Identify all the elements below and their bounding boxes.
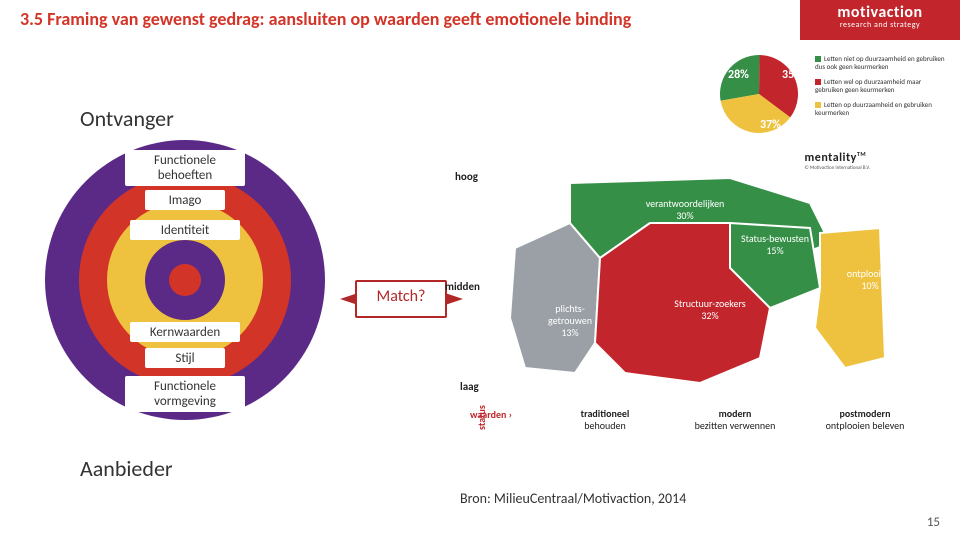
mentality-segment-label: verantwoordelijken30% <box>640 198 730 222</box>
svg-text:Kernwaarden: Kernwaarden <box>150 325 221 340</box>
brand-block: motivaction research and strategy <box>800 0 960 40</box>
y-high: hoog <box>455 170 478 183</box>
svg-text:behoeften: behoeften <box>158 168 213 183</box>
pie-slice-label: 37% <box>760 118 781 132</box>
page-number: 15 <box>927 515 940 530</box>
pie-legend-row: Letten wel op duurzaamheid maar gebruike… <box>815 78 950 94</box>
svg-text:Functionele: Functionele <box>154 153 216 168</box>
mentality-segment-label: Structuur-zoekers32% <box>665 298 755 322</box>
svg-text:Stijl: Stijl <box>175 351 194 366</box>
pie-slice-label: 28% <box>728 68 749 82</box>
svg-text:Imago: Imago <box>169 193 202 208</box>
pie-legend-row: Letten niet op duurzaamheid en gebruiken… <box>815 55 950 71</box>
pie-chart <box>720 55 798 133</box>
brand-tagline: research and strategy <box>800 20 960 30</box>
title-bar: 3.5 Framing van gewenst gedrag: aansluit… <box>0 0 960 40</box>
brand-name: motivaction <box>800 0 960 22</box>
match-box: Match? <box>355 280 447 318</box>
y-low: laag <box>460 380 479 393</box>
y-mid: midden <box>445 280 480 293</box>
svg-text:vormgeving: vormgeving <box>154 394 216 409</box>
concentric-rings: FunctionelebehoeftenFunctionelevormgevin… <box>45 140 325 420</box>
pie-slice-label: 35% <box>782 68 803 82</box>
x-axis-stop: modernbezitten verwennen <box>675 408 795 432</box>
mentality-segment-label: plichts-getrouwen13% <box>525 303 615 339</box>
x-title: waarden › <box>470 408 512 421</box>
mentality-segment-label: Status-bewusten15% <box>730 233 820 257</box>
source-line: Bron: MilieuCentraal/Motivaction, 2014 <box>460 490 686 507</box>
pie-legend: Letten niet op duurzaamheid en gebruiken… <box>815 55 950 124</box>
x-axis-stop: postmodernontplooien beleven <box>805 408 925 432</box>
rings-svg: FunctionelebehoeftenFunctionelevormgevin… <box>45 140 325 420</box>
mentality-segment-label: ontplooiers10% <box>825 268 915 292</box>
x-axis-stop: traditioneelbehouden <box>545 408 665 432</box>
mentality-map: mentalityTM © Motivaction International … <box>460 150 890 430</box>
aanbieder-label: Aanbieder <box>80 455 173 482</box>
ontvanger-label: Ontvanger <box>80 105 174 132</box>
pie-legend-row: Letten op duurzaamheid en gebruiken keur… <box>815 101 950 117</box>
svg-text:Identiteit: Identiteit <box>161 223 210 238</box>
svg-text:Functionele: Functionele <box>154 379 216 394</box>
